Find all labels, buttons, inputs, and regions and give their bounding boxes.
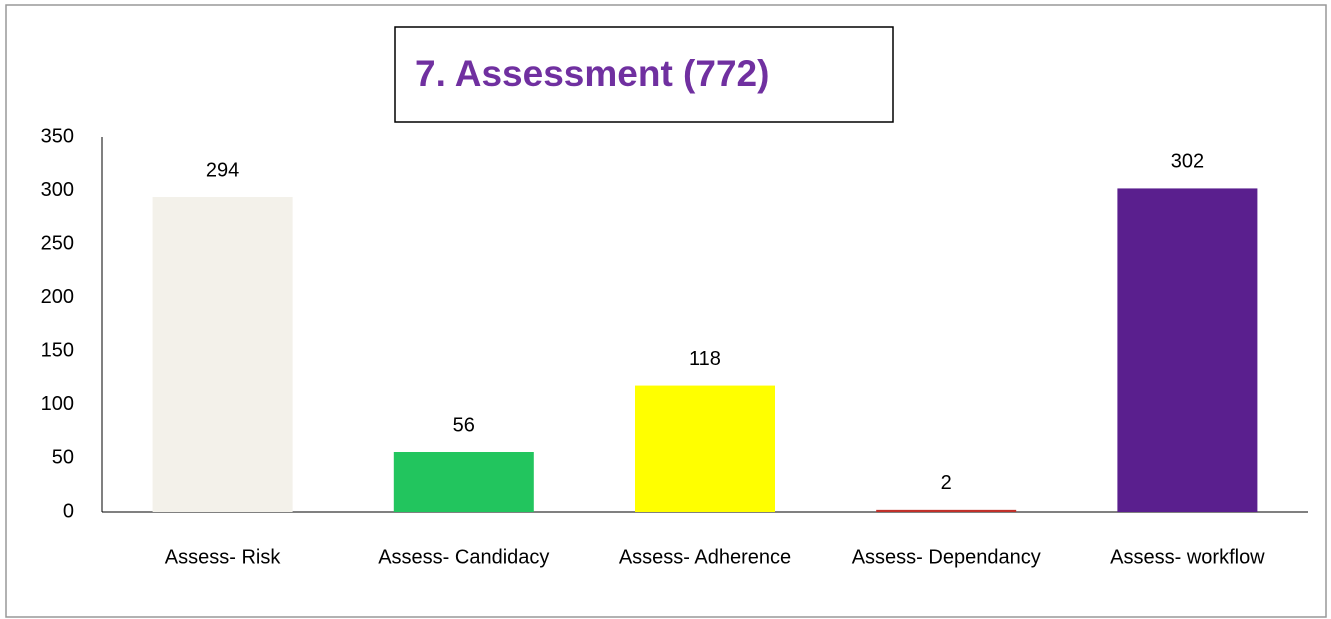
- y-tick-label: 150: [41, 340, 74, 362]
- bar: [635, 385, 775, 512]
- x-tick-label: Assess- Adherence: [619, 546, 791, 568]
- y-tick-label: 200: [41, 286, 74, 308]
- x-tick-label: Assess- workflow: [1110, 546, 1265, 568]
- y-tick-label: 50: [52, 447, 74, 469]
- y-tick-label: 100: [41, 393, 74, 415]
- data-label: 294: [206, 159, 239, 181]
- data-label: 118: [689, 348, 721, 370]
- data-label: 56: [453, 414, 475, 436]
- y-tick-label: 350: [41, 125, 74, 147]
- x-tick-label: Assess- Dependancy: [852, 546, 1041, 568]
- x-tick-label: Assess- Risk: [165, 546, 282, 568]
- x-tick-label: Assess- Candidacy: [378, 546, 549, 568]
- title-box: [394, 26, 894, 123]
- chart-title: 7. Assessment (772): [415, 53, 769, 94]
- y-tick-label: 0: [63, 500, 74, 522]
- bar: [876, 509, 1017, 512]
- y-tick-label: 250: [41, 232, 74, 254]
- bar: [152, 197, 293, 512]
- data-label: 302: [1171, 151, 1204, 173]
- data-label: 2: [941, 472, 952, 494]
- bar: [1117, 188, 1258, 512]
- bar: [393, 452, 534, 512]
- y-tick-label: 300: [41, 179, 74, 201]
